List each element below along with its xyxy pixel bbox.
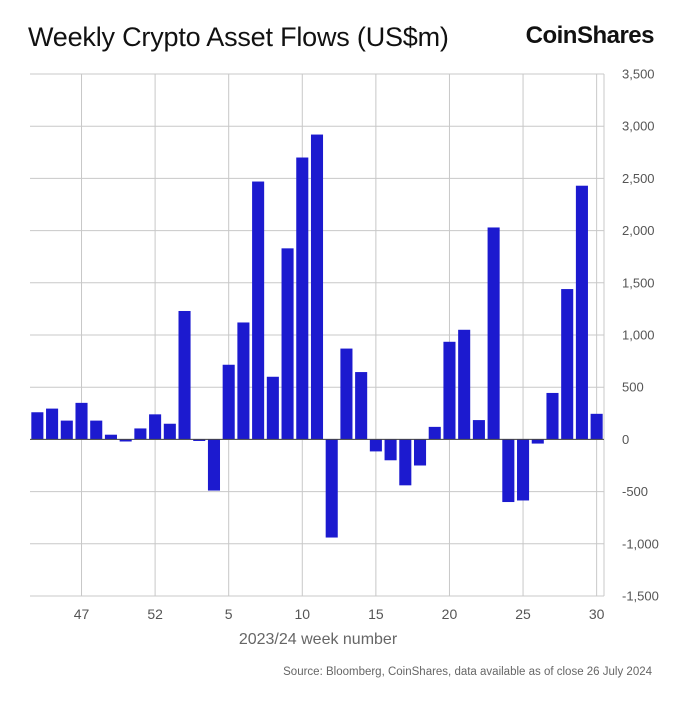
bar [252,181,265,440]
bar [60,420,73,440]
bar [46,408,59,440]
bar [487,227,500,440]
bar [590,413,603,440]
bar [561,289,574,440]
bar [355,372,368,440]
bar [310,134,324,440]
y-tick-label: 3,500 [622,67,655,82]
x-tick-label: 15 [368,606,384,622]
y-tick-label: -1,000 [622,536,659,551]
bar [163,423,176,440]
x-tick-label: 5 [225,606,233,622]
bar [575,185,588,440]
bar [222,364,235,440]
x-axis-label: 2023/24 week number [239,631,398,648]
bar [369,439,382,452]
y-tick-label: 3,000 [622,119,655,134]
bar [104,434,117,440]
x-tick-label: 20 [442,606,458,622]
bar [472,420,485,440]
bar [119,439,132,442]
x-tick-label: 25 [515,606,531,622]
brand-logo: CoinShares [525,22,655,49]
bar [134,428,147,440]
y-tick-label: 500 [622,380,644,395]
x-tick-label: 10 [294,606,310,622]
x-tick-label: 47 [74,606,90,622]
bar [517,439,530,501]
source-note: Source: Bloomberg, CoinShares, data avai… [283,666,652,678]
bar [384,439,397,461]
bar [546,392,559,440]
y-tick-label: 0 [622,432,629,447]
x-tick-label: 52 [147,606,163,622]
bar [443,341,456,440]
bar [281,248,294,440]
bar [296,157,309,440]
bar [149,414,162,440]
bar [193,439,206,441]
bar [502,439,515,503]
y-tick-label: -1,500 [622,589,659,604]
bar [178,310,191,440]
bar [458,329,471,440]
bar [31,412,44,440]
bar [90,420,103,440]
bar [237,322,250,440]
bar [75,402,88,440]
y-tick-label: 2,500 [622,171,655,186]
bar [325,439,338,538]
chart-title: Weekly Crypto Asset Flows (US$m) [28,22,449,52]
bar [266,376,279,440]
bar [207,439,221,491]
y-tick-label: 1,000 [622,328,655,343]
x-tick-label: 30 [589,606,605,622]
bar [428,426,441,440]
bar [340,348,353,440]
y-tick-label: 2,000 [622,223,655,238]
y-tick-label: 1,500 [622,275,655,290]
bar [531,439,544,444]
bar [413,439,427,466]
y-tick-label: -500 [622,484,648,499]
bar [399,439,412,486]
